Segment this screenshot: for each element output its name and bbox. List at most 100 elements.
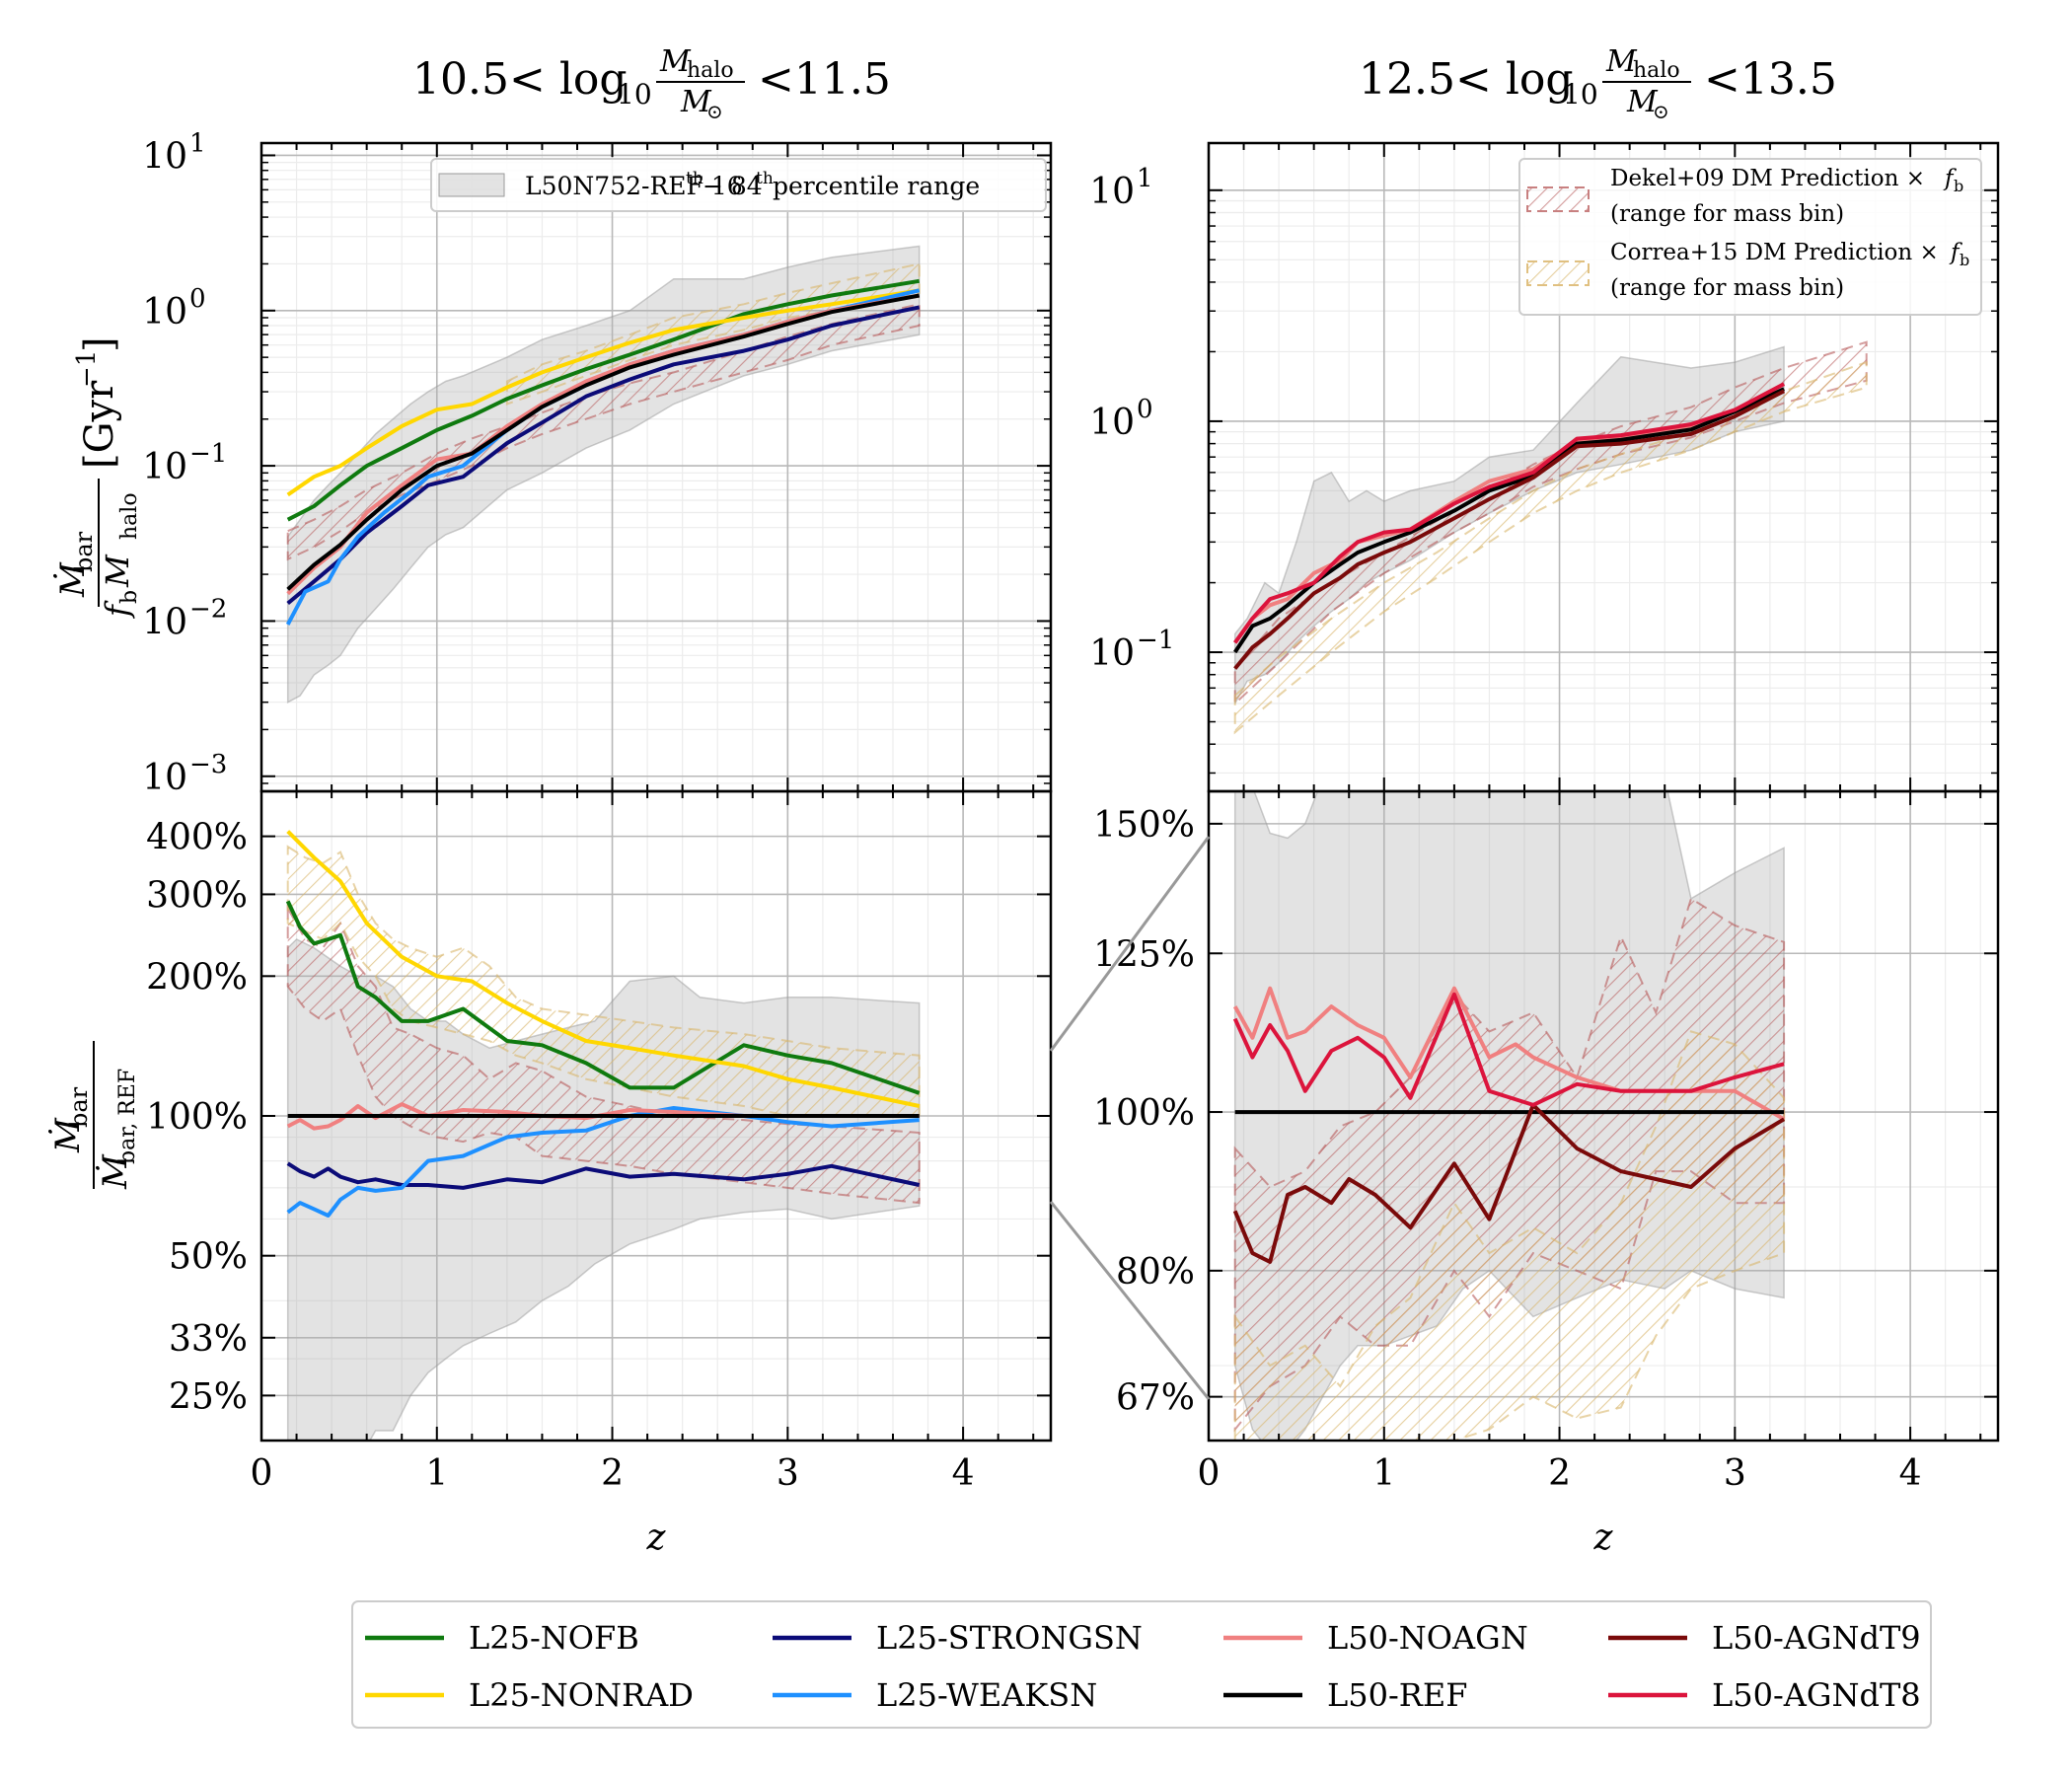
title-right-den-sub: ⊙ [1653, 100, 1669, 123]
y-tick-label: 80% [1116, 1252, 1195, 1293]
legend-band-label-pre: L50N752-REF 16 [525, 172, 743, 200]
y-tick-label: 100% [1093, 1093, 1195, 1134]
series-line-l50-ref [1233, 387, 1785, 654]
y-tick-label: 10 [142, 602, 187, 642]
legend-band-label-mid: − 84 [703, 172, 763, 200]
ticks [1208, 791, 1998, 1441]
title-left-post: <11.5 [758, 54, 891, 105]
zoom-connector-lower [1049, 1201, 1211, 1400]
y-tick-label: 10 [1089, 633, 1135, 674]
y-tick-label: 300% [146, 875, 248, 916]
y-tick-label: 150% [1093, 805, 1195, 846]
xlabel-right: z [1593, 1517, 1614, 1558]
bottom-ylabel-den: Ṁ [96, 1153, 135, 1190]
legend-item-l25-weaksn: L25-WEAKSN [773, 1676, 1097, 1714]
x-tick-label: 0 [1198, 1453, 1221, 1494]
top-ylabel-unit-close: ] [77, 336, 122, 352]
y-tick-label: 33% [169, 1319, 248, 1360]
y-tick-label: 10 [142, 292, 187, 333]
x-tick-label: 4 [952, 1453, 975, 1494]
plot-area [1233, 340, 1868, 735]
series-line-l50-agndt9 [1232, 1102, 1786, 1264]
title-right: 12.5< log 10 M halo M ⊙ <13.5 [1359, 44, 1837, 123]
legend-top-right-frame [1518, 158, 1982, 316]
y-tick-label: 10 [142, 447, 187, 487]
legend-label: L50-REF [1327, 1676, 1467, 1714]
legend-correa-f: f [1949, 240, 1962, 265]
y-tick-label: 400% [146, 818, 248, 858]
series-line-l25-nofb [285, 900, 921, 1095]
y-tick-label-exponent: 1 [189, 128, 206, 158]
series-line-l25-strongsn [286, 1161, 921, 1190]
y-tick-label: 25% [169, 1376, 248, 1417]
axes-frame [1207, 789, 2000, 1443]
bottom-ylabel-num-sub: bar [65, 1086, 93, 1128]
legend-band-swatch [438, 173, 505, 197]
y-tick-label: 10 [1089, 172, 1135, 212]
y-tick-label: 200% [146, 957, 248, 998]
dekel-hatch-band [286, 904, 921, 1205]
legend-label: L25-WEAKSN [876, 1676, 1097, 1714]
title-left: 10.5< log 10 M halo M ⊙ <11.5 [412, 44, 891, 123]
zoom-connector-upper [1049, 836, 1211, 1052]
legend-label: L50-NOAGN [1327, 1619, 1528, 1657]
top-ylabel-den-m-sub: halo [117, 492, 142, 540]
y-tick-label-exponent: −3 [189, 750, 227, 779]
x-tick-label: 0 [251, 1453, 273, 1494]
legend-label: L50-AGNdT9 [1712, 1619, 1921, 1657]
legend-top-right: Dekel+09 DM Prediction × f b (range for … [1518, 158, 1982, 316]
plot-area [285, 830, 921, 1441]
legend-item-l50-agndt9: L50-AGNdT9 [1608, 1619, 1921, 1657]
series-line-l25-strongsn [286, 305, 921, 606]
legend-top-left-frame [430, 158, 1047, 212]
x-tick-label: 4 [1899, 1453, 1922, 1494]
plot-area [1232, 791, 1786, 1441]
y-tick-label: 10 [142, 136, 187, 177]
legend-item-l25-strongsn: L25-STRONGSN [773, 1619, 1143, 1657]
bottom-ylabel-den-sub: bar, REF [115, 1069, 140, 1164]
bottom-legend-frame [351, 1600, 1932, 1729]
legend-label: L25-NONRAD [469, 1676, 694, 1714]
legend-band-label-s2: th [756, 169, 774, 188]
top-ylabel-den-f-sub: b [117, 590, 142, 604]
legend-label: L25-NOFB [469, 1619, 639, 1657]
x-tick-label: 2 [1548, 1453, 1571, 1494]
top-ylabel-unit: [Gyr [77, 380, 122, 469]
xlabel-left: z [646, 1517, 667, 1558]
bottom-ylabel-num: Ṁ [48, 1117, 88, 1153]
y-tick-label-exponent: 0 [1137, 395, 1153, 424]
title-left-den: M [680, 85, 712, 119]
legend-dekel-f: f [1943, 166, 1957, 191]
title-right-den: M [1626, 85, 1659, 119]
top-ylabel-unit-exp: −1 [72, 350, 102, 388]
title-left-num-sub: halo [687, 58, 734, 83]
y-tick-label: 50% [169, 1237, 248, 1278]
series-line-l25-nonrad [286, 288, 921, 497]
series-line-l50-agndt8 [1232, 992, 1785, 1107]
y-tick-label-exponent: −1 [1137, 626, 1174, 655]
correa-hatch-band [1233, 1030, 1786, 1441]
y-tick-label: 10 [1089, 403, 1135, 443]
x-tick-label: 1 [1372, 1453, 1395, 1494]
title-right-pre: 12.5< log [1359, 54, 1574, 105]
legend-band-label-s1: th [686, 169, 703, 188]
title-right-num-sub: halo [1633, 58, 1680, 83]
legend-top-left: L50N752-REF 16 th − 84 th percentile ran… [430, 158, 1047, 212]
series-line-l25-nofb [286, 278, 921, 522]
legend-item-l25-nonrad: L25-NONRAD [365, 1676, 694, 1714]
top-ylabel-num-sub: bar [70, 531, 98, 572]
legend-correa-swatch [1526, 260, 1590, 286]
bottom-legend: L25-NOFB L25-STRONGSN L50-NOAGN L50-AGNdT9 L… [351, 1600, 1932, 1729]
legend-dekel-f-sub: b [1954, 177, 1963, 195]
y-tick-label-exponent: −2 [189, 594, 227, 624]
ticks [260, 143, 1051, 791]
y-tick-label-exponent: 0 [189, 284, 206, 314]
legend-item-l50-ref: L50-REF [1223, 1676, 1467, 1714]
legend-dekel-label: Dekel+09 DM Prediction × [1610, 166, 1925, 191]
series-line-l50-agndt8 [1233, 382, 1786, 644]
x-tick-label: 3 [1724, 1453, 1746, 1494]
top-ylabel-den-m: M [99, 554, 136, 588]
y-tick-label: 100% [146, 1097, 248, 1138]
